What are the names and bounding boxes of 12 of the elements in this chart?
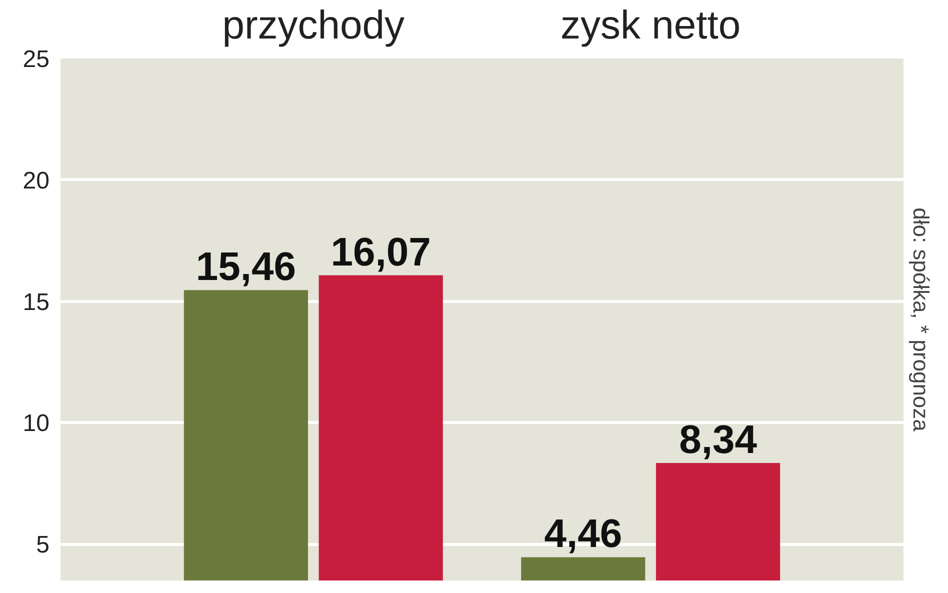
text: dło: spółka, * prognoza	[908, 208, 934, 432]
x-tick-label: zysk netto	[560, 4, 741, 48]
x-tick-label: przychody	[222, 4, 405, 48]
y-tick-label: 10	[22, 410, 50, 438]
y-tick-label: 20	[22, 167, 50, 194]
data-label: 4,46	[544, 512, 622, 556]
y-tick-label: 25	[22, 46, 50, 73]
data-label: 16,07	[330, 230, 431, 274]
data-label: 15,46	[196, 245, 296, 290]
data-label: 8,34	[679, 418, 758, 462]
y-tick-label: 5	[36, 532, 50, 559]
y-tick-label: 15	[22, 288, 50, 316]
